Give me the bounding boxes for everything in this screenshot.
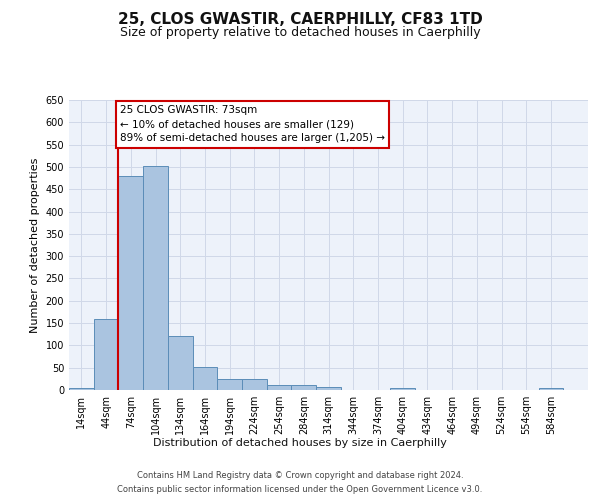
Bar bbox=[267, 384, 292, 390]
Bar bbox=[168, 336, 193, 390]
Bar bbox=[217, 380, 242, 390]
Text: Size of property relative to detached houses in Caerphilly: Size of property relative to detached ho… bbox=[119, 26, 481, 39]
Bar bbox=[69, 388, 94, 390]
Bar bbox=[143, 166, 168, 390]
Bar bbox=[539, 388, 563, 390]
Bar bbox=[193, 367, 217, 390]
Text: Contains public sector information licensed under the Open Government Licence v3: Contains public sector information licen… bbox=[118, 484, 482, 494]
Bar bbox=[118, 176, 143, 390]
Text: Distribution of detached houses by size in Caerphilly: Distribution of detached houses by size … bbox=[153, 438, 447, 448]
Bar bbox=[292, 385, 316, 390]
Y-axis label: Number of detached properties: Number of detached properties bbox=[30, 158, 40, 332]
Bar bbox=[94, 318, 118, 390]
Bar bbox=[242, 380, 267, 390]
Bar bbox=[316, 387, 341, 390]
Text: 25, CLOS GWASTIR, CAERPHILLY, CF83 1TD: 25, CLOS GWASTIR, CAERPHILLY, CF83 1TD bbox=[118, 12, 482, 28]
Bar bbox=[390, 388, 415, 390]
Text: 25 CLOS GWASTIR: 73sqm
← 10% of detached houses are smaller (129)
89% of semi-de: 25 CLOS GWASTIR: 73sqm ← 10% of detached… bbox=[120, 106, 385, 144]
Text: Contains HM Land Registry data © Crown copyright and database right 2024.: Contains HM Land Registry data © Crown c… bbox=[137, 472, 463, 480]
